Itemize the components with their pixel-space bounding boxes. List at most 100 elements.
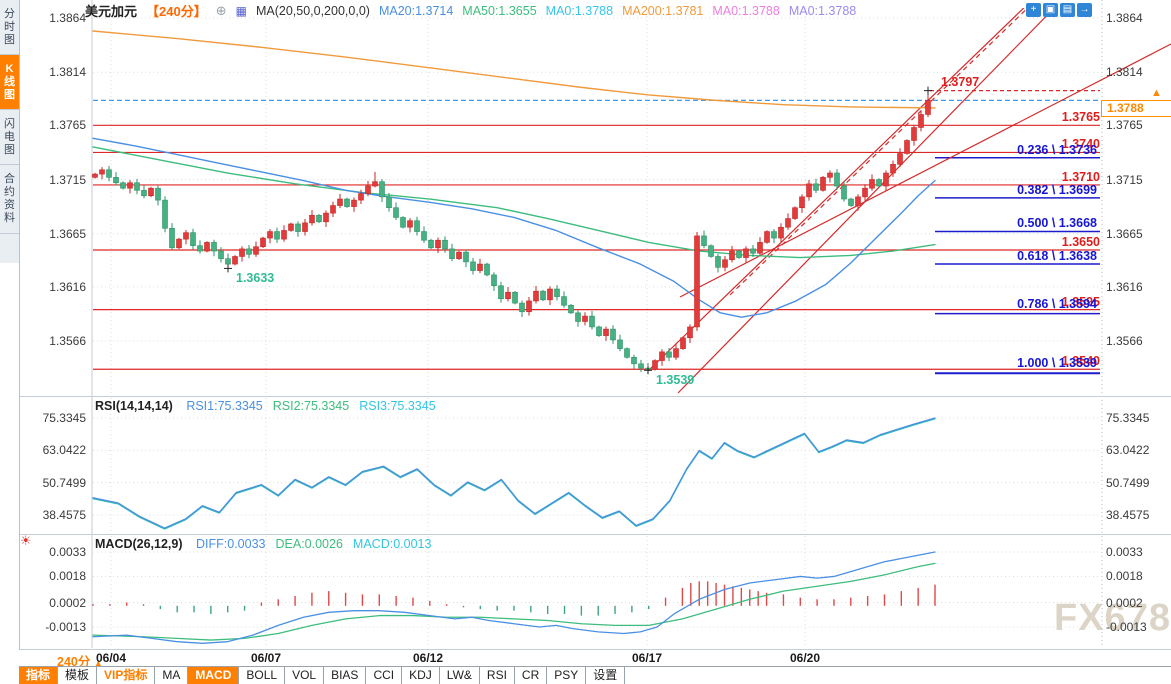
toolbar-item-BOLL[interactable]: BOLL: [239, 667, 285, 684]
toolbar-item-KDJ[interactable]: KDJ: [402, 667, 440, 684]
fibonacci-level-label: 1.000 \ 1.3539: [1017, 356, 1097, 370]
fullscreen-icon[interactable]: ▣: [1043, 3, 1058, 17]
macd-axis-left-label: -0.0013: [24, 620, 86, 634]
main-chart-header: 美元加元 【240分】 ⊕ ▦ MA(20,50,0,200,0,0) MA20…: [85, 3, 856, 18]
toolbar-item-LW&[interactable]: LW&: [440, 667, 480, 684]
toolbar-item-指标[interactable]: 指标: [19, 667, 58, 684]
resistance-level-label: 1.3650: [1062, 235, 1100, 249]
main-panel: [93, 0, 1171, 393]
rsi-axis-right-label: 63.0422: [1106, 443, 1149, 457]
toolbar-item-模板[interactable]: 模板: [58, 667, 97, 684]
sidebar-filler: [0, 263, 19, 683]
ma-value-label: MA20:1.3714: [379, 4, 453, 18]
alert-sun-icon[interactable]: ☀: [20, 533, 32, 549]
rsi-axis-right-label: 50.7499: [1106, 476, 1149, 490]
window-icons: +▣▤→: [1026, 3, 1092, 17]
price-up-arrow-icon: ▲: [1151, 88, 1162, 98]
date-tick-label: 06/17: [632, 651, 662, 665]
main-axis-left-label: 1.3814: [24, 65, 86, 79]
move-icon[interactable]: +: [1026, 3, 1041, 17]
rsi-axis-left-label: 63.0422: [24, 443, 86, 457]
fibonacci-level-label: 0.382 \ 1.3699: [1017, 183, 1097, 197]
date-tick-label: 06/07: [251, 651, 281, 665]
main-axis-right-label: 1.3665: [1106, 227, 1143, 241]
rsi-axis-left-label: 38.4575: [24, 508, 86, 522]
date-tick-label: 06/12: [413, 651, 443, 665]
toolbar-item-BIAS[interactable]: BIAS: [324, 667, 366, 684]
ma-value-label: MA0:1.3788: [789, 4, 856, 18]
toolbar-item-VIP指标[interactable]: VIP指标: [97, 667, 155, 684]
macd-axis-right-label: -0.0013: [1106, 620, 1147, 634]
main-axis-right-label: 1.3814: [1106, 65, 1143, 79]
fibonacci-level-label: 0.786 \ 1.3594: [1017, 297, 1097, 311]
resistance-level-label: 1.3710: [1062, 170, 1100, 184]
macd-axis-left-label: 0.0002: [24, 596, 86, 610]
indicator-value-label: DEA:0.0026: [276, 537, 343, 551]
macd-axis-right-label: 0.0002: [1106, 596, 1143, 610]
fibonacci-level-label: 0.618 \ 1.3638: [1017, 249, 1097, 263]
macd-axis-left-label: 0.0033: [24, 545, 86, 559]
exit-icon[interactable]: →: [1077, 3, 1092, 17]
rsi-panel: [93, 418, 935, 529]
rsi-axis-right-label: 75.3345: [1106, 411, 1149, 425]
toolbar-item-PSY[interactable]: PSY: [547, 667, 586, 684]
sidebar-tab-1[interactable]: 分时图: [0, 0, 19, 55]
macd-axis-right-label: 0.0018: [1106, 569, 1143, 583]
swing-low-label: 1.3633: [236, 271, 274, 285]
main-axis-left-label: 1.3715: [24, 173, 86, 187]
indicator-value-label: RSI3:75.3345: [359, 399, 435, 413]
main-axis-right-label: 1.3616: [1106, 280, 1143, 294]
main-axis-left-label: 1.3864: [24, 11, 86, 25]
rsi-pane-header: RSI(14,14,14) RSI1:75.3345 RSI2:75.3345 RS…: [95, 399, 436, 413]
indicator-value-label: MACD:0.0013: [353, 537, 432, 551]
swing-high-label: 1.3797: [941, 75, 979, 89]
main-axis-right-label: 1.3864: [1106, 11, 1143, 25]
period-tag: 【240分】: [146, 1, 207, 20]
ma-value-label: MA0:1.3788: [546, 4, 613, 18]
date-tick-label: 06/04: [96, 651, 126, 665]
toolbar-item-RSI[interactable]: RSI: [480, 667, 515, 684]
ma-settings: MA(20,50,0,200,0,0): [256, 4, 370, 18]
macd-axis-right-label: 0.0033: [1106, 545, 1143, 559]
toolbar-item-MA[interactable]: MA: [155, 667, 188, 684]
indicator-value-label: RSI2:75.3345: [273, 399, 349, 413]
indicator-value-label: RSI1:75.3345: [186, 399, 262, 413]
current-price-box: 1.3788: [1101, 100, 1171, 117]
indicator-value-label: DIFF:0.0033: [196, 537, 265, 551]
toolbar-item-CCI[interactable]: CCI: [366, 667, 402, 684]
ma-value-label: MA0:1.3788: [712, 4, 779, 18]
panes-icon[interactable]: ▤: [1060, 3, 1075, 17]
main-axis-right-label: 1.3765: [1106, 118, 1143, 132]
ma-value-label: MA50:1.3655: [462, 4, 536, 18]
toolbar-item-CR[interactable]: CR: [515, 667, 547, 684]
resistance-level-label: 1.3765: [1062, 110, 1100, 124]
rsi-axis-right-label: 38.4575: [1106, 508, 1149, 522]
sidebar-tab-3[interactable]: 闪电图: [0, 110, 19, 165]
swing-low-label: 1.3539: [656, 373, 694, 387]
main-axis-left-label: 1.3665: [24, 227, 86, 241]
toolbar-item-VOL[interactable]: VOL: [285, 667, 324, 684]
main-axis-left-label: 1.3765: [24, 118, 86, 132]
rsi-title: RSI(14,14,14): [95, 399, 173, 413]
add-indicator-icon[interactable]: ⊕: [216, 3, 227, 19]
sidebar-tab-4[interactable]: 合约资料: [0, 165, 19, 234]
macd-panel: [93, 552, 935, 643]
main-axis-left-label: 1.3616: [24, 280, 86, 294]
toolbar-item-MACD[interactable]: MACD: [188, 667, 239, 684]
fibonacci-level-label: 0.500 \ 1.3668: [1017, 216, 1097, 230]
rsi-axis-left-label: 50.7499: [24, 476, 86, 490]
fibonacci-level-label: 0.236 \ 1.3736: [1017, 143, 1097, 157]
toolbar-item-设置[interactable]: 设置: [586, 667, 625, 684]
candlestick-mini-icon: ▦: [236, 4, 247, 18]
main-axis-left-label: 1.3566: [24, 334, 86, 348]
main-axis-right-label: 1.3566: [1106, 334, 1143, 348]
macd-axis-left-label: 0.0018: [24, 569, 86, 583]
